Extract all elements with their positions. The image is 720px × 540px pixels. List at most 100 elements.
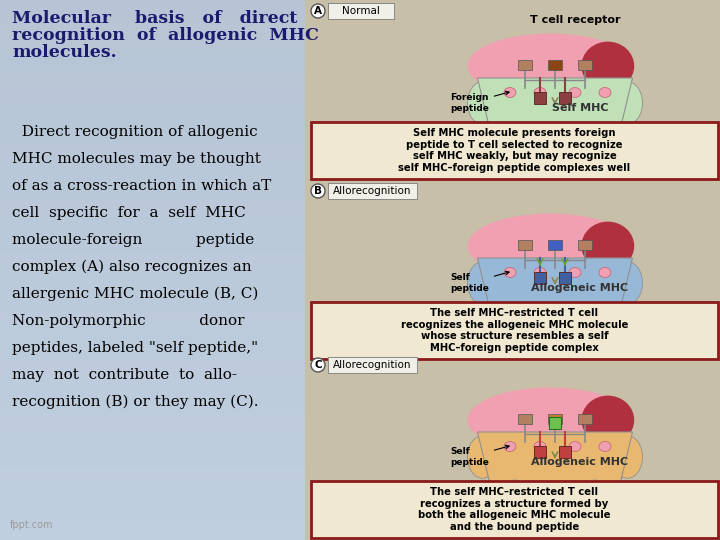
Ellipse shape <box>569 442 581 451</box>
Bar <box>0 485 305 504</box>
Text: Allorecognition: Allorecognition <box>333 360 411 370</box>
Text: Allorecognition: Allorecognition <box>333 186 411 196</box>
Bar <box>0 359 305 378</box>
Bar <box>559 272 571 284</box>
Ellipse shape <box>504 267 516 278</box>
Bar <box>0 413 305 432</box>
Circle shape <box>311 358 325 372</box>
FancyBboxPatch shape <box>311 481 718 538</box>
Ellipse shape <box>534 267 546 278</box>
Bar <box>0 341 305 360</box>
Text: C: C <box>314 360 322 370</box>
Ellipse shape <box>569 267 581 278</box>
FancyBboxPatch shape <box>328 3 394 19</box>
Text: cell  specific  for  a  self  MHC: cell specific for a self MHC <box>12 206 246 220</box>
Bar <box>534 92 546 104</box>
Ellipse shape <box>467 33 632 98</box>
Ellipse shape <box>613 262 642 304</box>
Ellipse shape <box>467 82 498 124</box>
Text: The self MHC–restricted T cell
recognizes a structure formed by
both the allogen: The self MHC–restricted T cell recognize… <box>418 487 611 532</box>
Bar <box>0 449 305 468</box>
Circle shape <box>507 480 523 496</box>
Bar <box>0 143 305 162</box>
Text: Allogeneic MHC: Allogeneic MHC <box>531 457 629 467</box>
Ellipse shape <box>534 87 546 98</box>
Bar <box>518 60 532 70</box>
Text: Self
peptide: Self peptide <box>450 446 509 467</box>
Ellipse shape <box>504 442 516 451</box>
Text: Self
peptide: Self peptide <box>450 271 509 293</box>
Bar <box>559 446 571 458</box>
Ellipse shape <box>582 396 634 444</box>
Bar <box>0 197 305 216</box>
FancyBboxPatch shape <box>328 357 416 373</box>
Bar <box>548 240 562 250</box>
Text: allergenic MHC molecule (B, C): allergenic MHC molecule (B, C) <box>12 287 258 301</box>
Text: Self MHC: Self MHC <box>552 103 608 113</box>
Text: B: B <box>314 186 322 196</box>
Ellipse shape <box>467 213 632 279</box>
Bar <box>549 417 561 429</box>
Polygon shape <box>477 432 632 482</box>
Bar <box>0 251 305 270</box>
Ellipse shape <box>599 267 611 278</box>
Text: T cell receptor: T cell receptor <box>530 15 620 25</box>
Bar <box>518 240 532 250</box>
Bar <box>0 287 305 306</box>
Bar <box>559 92 571 104</box>
Bar <box>548 60 562 70</box>
Text: MHC molecules may be thought: MHC molecules may be thought <box>12 152 261 166</box>
Text: Direct recognition of allogenic: Direct recognition of allogenic <box>12 125 258 139</box>
Bar <box>0 215 305 234</box>
Bar <box>534 446 546 458</box>
Circle shape <box>587 126 603 142</box>
Text: Foreign
peptide: Foreign peptide <box>450 91 509 113</box>
Bar <box>578 60 592 70</box>
Circle shape <box>311 4 325 18</box>
Bar <box>0 89 305 108</box>
Ellipse shape <box>613 436 642 478</box>
Text: molecule-foreign           peptide: molecule-foreign peptide <box>12 233 254 247</box>
Bar <box>0 269 305 288</box>
Circle shape <box>587 480 603 496</box>
Text: Self MHC molecule presents foreign
peptide to T cell selected to recognize
self : Self MHC molecule presents foreign pepti… <box>398 128 631 173</box>
FancyBboxPatch shape <box>311 302 718 359</box>
Text: complex (A) also recognizes an: complex (A) also recognizes an <box>12 260 251 274</box>
FancyBboxPatch shape <box>328 183 416 199</box>
Text: Non-polymorphic           donor: Non-polymorphic donor <box>12 314 245 328</box>
Bar <box>0 161 305 180</box>
Ellipse shape <box>569 87 581 98</box>
Bar <box>0 179 305 198</box>
Bar <box>0 71 305 90</box>
Bar <box>0 0 305 18</box>
Ellipse shape <box>467 436 498 478</box>
Ellipse shape <box>599 87 611 98</box>
Bar <box>0 431 305 450</box>
Bar <box>578 240 592 250</box>
Circle shape <box>507 306 523 322</box>
Bar <box>0 53 305 72</box>
Ellipse shape <box>599 442 611 451</box>
Bar <box>0 323 305 342</box>
Ellipse shape <box>467 262 498 304</box>
Ellipse shape <box>504 87 516 98</box>
Ellipse shape <box>613 82 642 124</box>
Bar <box>0 503 305 522</box>
Bar <box>0 521 305 540</box>
Text: peptides, labeled "self peptide,": peptides, labeled "self peptide," <box>12 341 258 355</box>
Circle shape <box>311 184 325 198</box>
Bar <box>0 395 305 414</box>
Bar <box>518 414 532 424</box>
Circle shape <box>507 126 523 142</box>
Bar <box>548 414 562 424</box>
Bar <box>0 125 305 144</box>
Bar <box>0 467 305 486</box>
Text: The self MHC–restricted T cell
recognizes the allogeneic MHC molecule
whose stru: The self MHC–restricted T cell recognize… <box>401 308 628 353</box>
FancyBboxPatch shape <box>311 122 718 179</box>
Bar <box>0 17 305 36</box>
Ellipse shape <box>582 42 634 90</box>
Circle shape <box>587 306 603 322</box>
Text: A: A <box>314 6 322 16</box>
Bar <box>305 0 720 540</box>
Text: molecules.: molecules. <box>12 44 117 61</box>
